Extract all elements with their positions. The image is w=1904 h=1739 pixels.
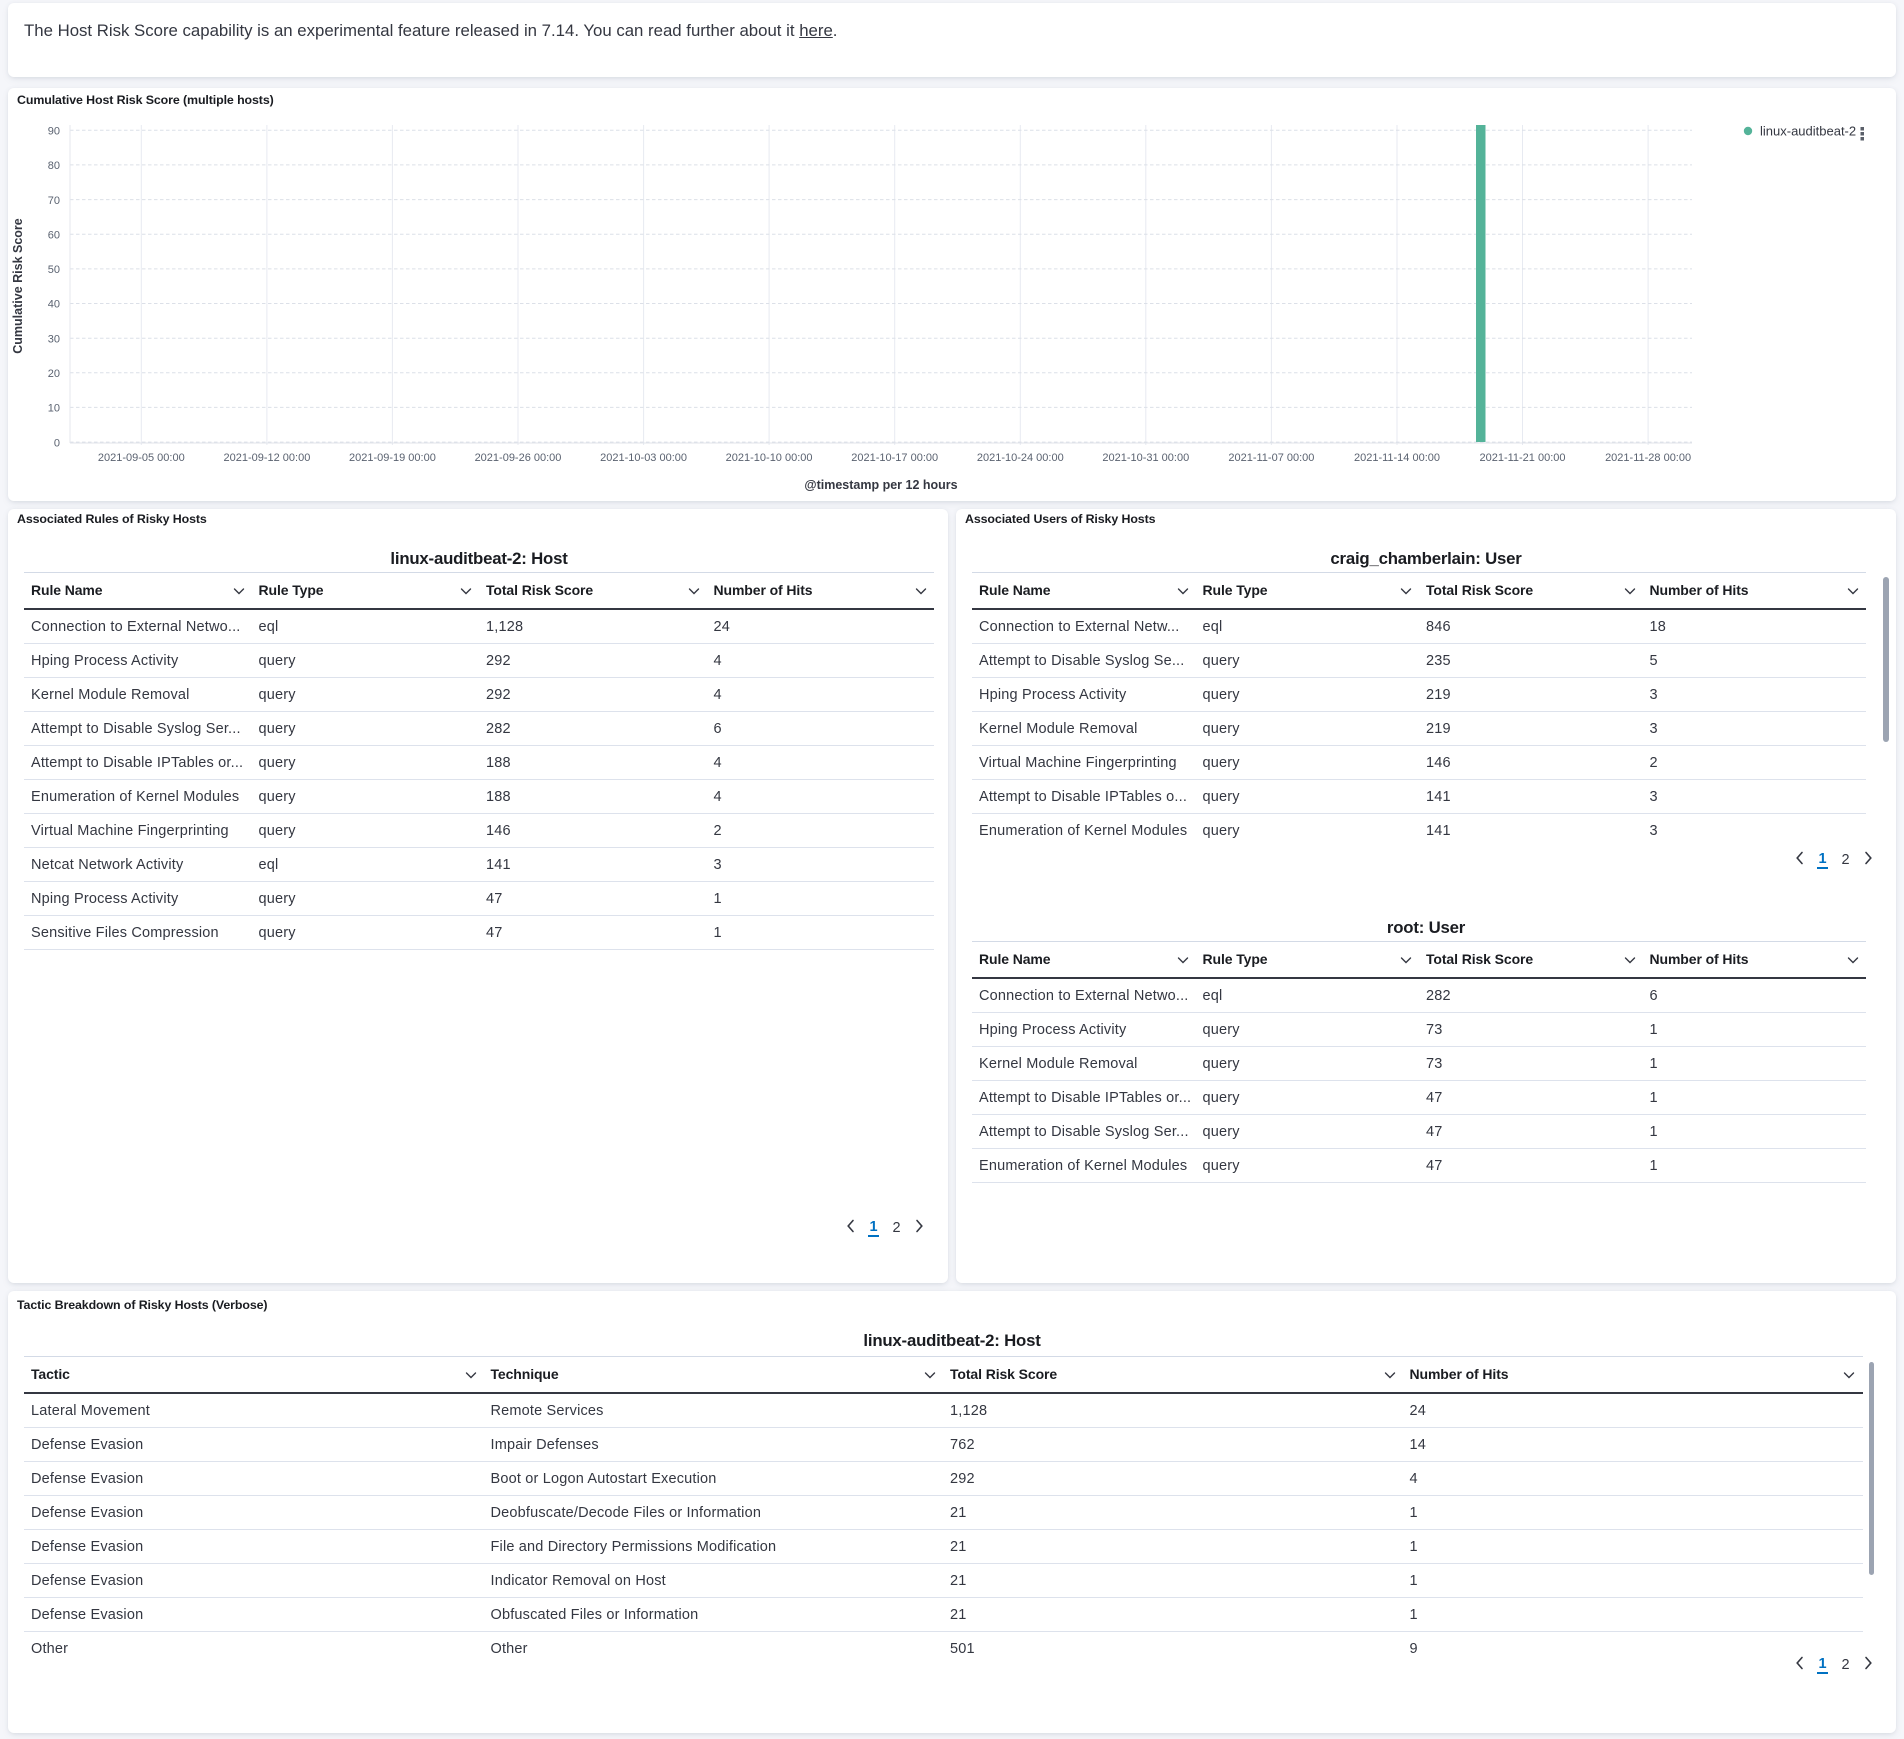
svg-text:60: 60 — [48, 229, 60, 241]
svg-text:2021-10-31 00:00: 2021-10-31 00:00 — [1102, 452, 1189, 464]
svg-text:10: 10 — [48, 403, 60, 415]
svg-text:70: 70 — [48, 195, 60, 207]
svg-text:Cumulative Risk Score: Cumulative Risk Score — [11, 218, 25, 354]
svg-text:80: 80 — [48, 160, 60, 172]
svg-text:2021-10-24 00:00: 2021-10-24 00:00 — [977, 452, 1064, 464]
svg-text:0: 0 — [54, 437, 60, 449]
svg-text:20: 20 — [48, 368, 60, 380]
svg-text:2021-10-17 00:00: 2021-10-17 00:00 — [851, 452, 938, 464]
svg-text:2021-11-21 00:00: 2021-11-21 00:00 — [1479, 452, 1565, 464]
svg-text:50: 50 — [48, 264, 60, 276]
svg-text:2021-09-12 00:00: 2021-09-12 00:00 — [223, 452, 310, 464]
svg-text:2021-11-07 00:00: 2021-11-07 00:00 — [1228, 452, 1314, 464]
svg-text:2021-11-28 00:00: 2021-11-28 00:00 — [1605, 452, 1691, 464]
svg-text:linux-auditbeat-2: linux-auditbeat-2 — [1760, 124, 1856, 139]
svg-text:@timestamp per 12 hours: @timestamp per 12 hours — [804, 478, 957, 492]
svg-text:30: 30 — [48, 333, 60, 345]
svg-text:2021-11-14 00:00: 2021-11-14 00:00 — [1354, 452, 1440, 464]
svg-text:2021-09-19 00:00: 2021-09-19 00:00 — [349, 452, 436, 464]
svg-text:40: 40 — [48, 299, 60, 311]
svg-text:2021-10-03 00:00: 2021-10-03 00:00 — [600, 452, 687, 464]
svg-text:2021-09-05 00:00: 2021-09-05 00:00 — [98, 452, 185, 464]
svg-text:2021-09-26 00:00: 2021-09-26 00:00 — [475, 452, 562, 464]
svg-text:2021-10-10 00:00: 2021-10-10 00:00 — [726, 452, 813, 464]
svg-text:90: 90 — [48, 126, 60, 138]
